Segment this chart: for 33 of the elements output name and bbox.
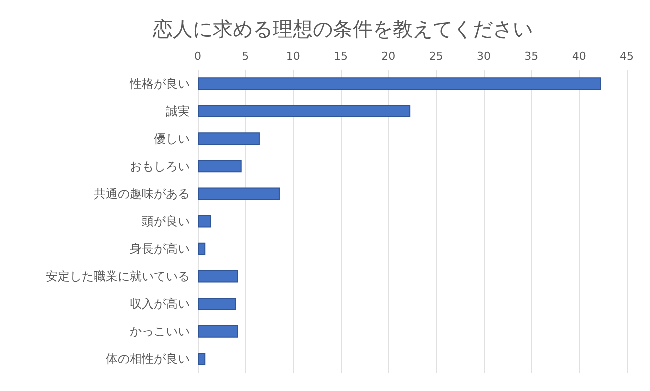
y-tick-label: 安定した職業に就いている xyxy=(46,270,190,284)
y-tick-label: おもしろい xyxy=(130,159,190,174)
y-tick-label: 共通の趣味がある xyxy=(94,186,190,201)
bar xyxy=(198,132,260,146)
bar xyxy=(198,188,280,200)
x-tick-label: 45 xyxy=(620,50,634,63)
y-tick-label: 収入が高い xyxy=(130,297,190,312)
bar xyxy=(198,298,236,310)
x-tick-label: 40 xyxy=(572,50,586,63)
x-tick-label: 10 xyxy=(286,50,300,63)
y-tick-label: 性格が良い xyxy=(129,76,190,91)
bar xyxy=(198,242,206,256)
bar xyxy=(198,160,242,173)
x-tick-label: 15 xyxy=(334,50,348,63)
y-tick-label: 身長が高い xyxy=(130,242,190,256)
y-tick-label: 体の相性が良い xyxy=(106,352,190,366)
bar xyxy=(198,353,206,366)
x-tick-label: 30 xyxy=(477,50,491,63)
x-tick-label: 35 xyxy=(524,50,539,63)
bar xyxy=(198,325,238,338)
y-tick-label: かっこいい xyxy=(130,324,190,339)
y-tick-label: 優しい xyxy=(154,132,190,146)
bar xyxy=(198,270,238,283)
bar xyxy=(198,105,411,118)
chart-title: 恋人に求める理想の条件を教えてください xyxy=(152,17,533,41)
x-tick-label: 0 xyxy=(194,50,202,63)
y-tick-label: 誠実 xyxy=(166,104,190,118)
bar xyxy=(198,78,602,90)
x-tick-label: 25 xyxy=(429,50,444,63)
x-tick-label: 20 xyxy=(382,50,396,63)
x-tick-label: 5 xyxy=(242,50,250,63)
bar xyxy=(198,215,212,228)
y-tick-label: 頭が良い xyxy=(142,214,190,228)
